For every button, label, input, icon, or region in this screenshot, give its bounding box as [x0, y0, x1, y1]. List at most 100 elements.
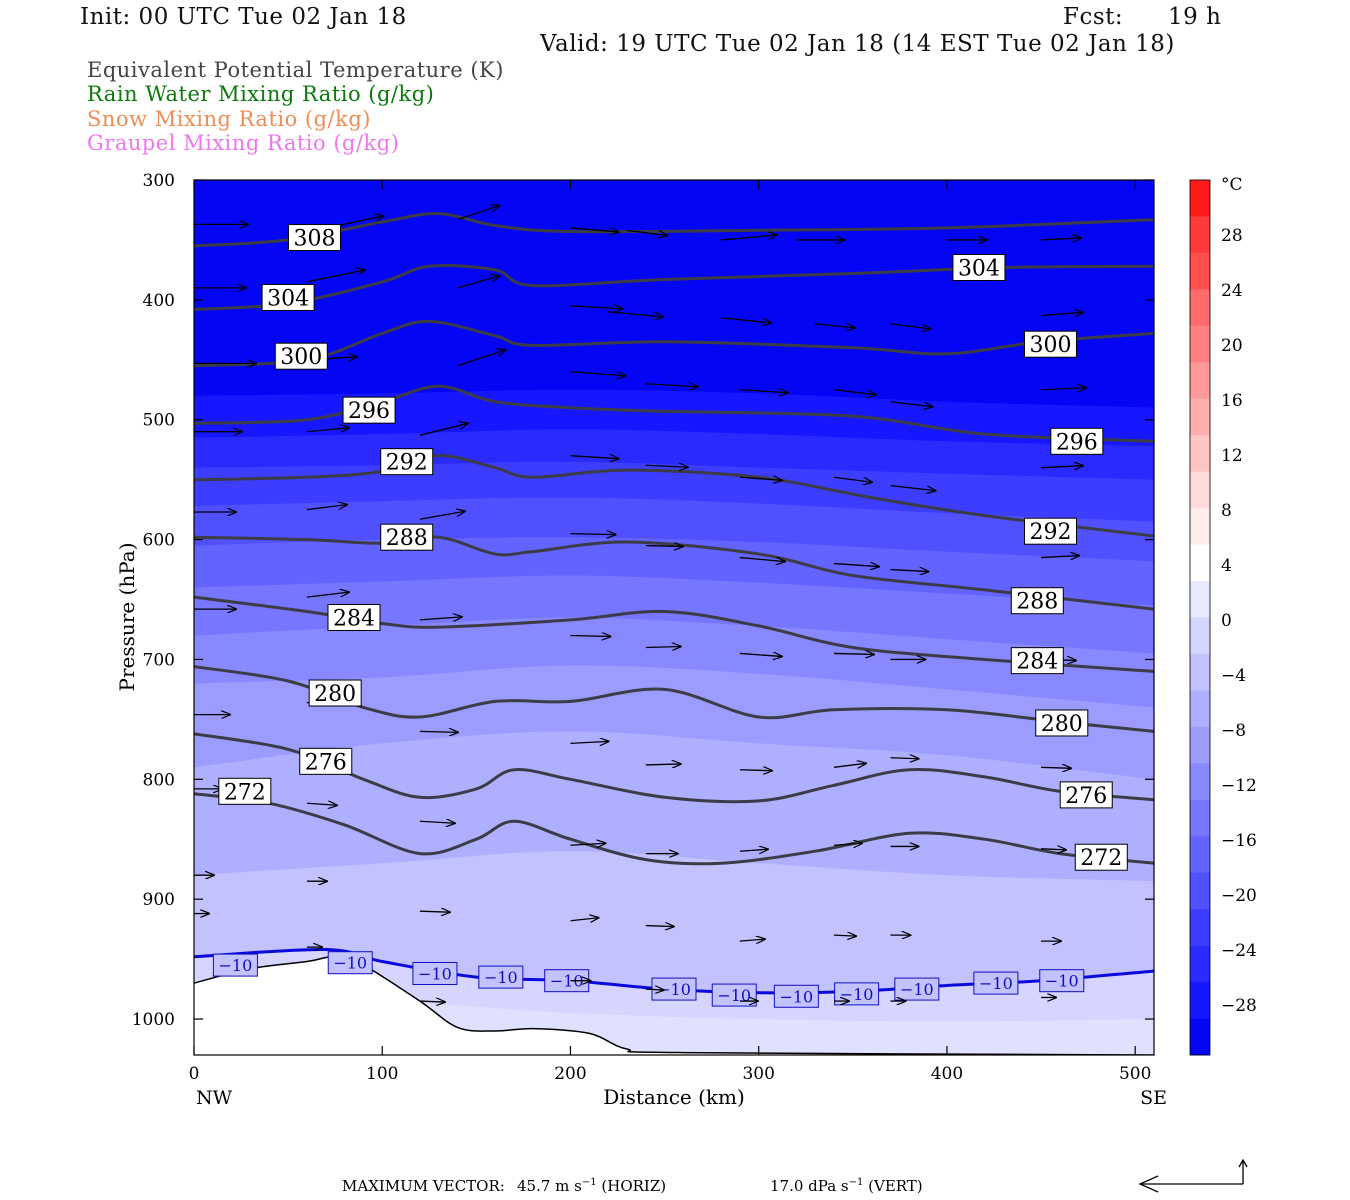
wind-vector — [833, 476, 872, 482]
theta-e-label-box — [1010, 647, 1064, 675]
horiz-exponent: −1 — [581, 1177, 597, 1188]
colorbar-swatch — [1190, 180, 1210, 217]
wind-vector — [739, 477, 782, 480]
colorbar-label: 24 — [1221, 281, 1243, 301]
minus10-label: −10 — [1045, 972, 1079, 991]
y-tick-label: 1000 — [132, 1010, 175, 1030]
x-end-right: SE — [1140, 1087, 1167, 1109]
theta-e-label-box — [308, 679, 362, 707]
colorbar-swatch — [1190, 799, 1210, 837]
theta-e-line — [194, 454, 1154, 538]
colorbar-swatch — [1190, 763, 1210, 801]
minus10-label: −10 — [779, 987, 813, 1006]
theta-e-label-box — [380, 523, 434, 551]
wind-vector — [890, 485, 935, 491]
minus10-label-box — [478, 965, 524, 989]
y-tick-label: 800 — [143, 770, 175, 790]
wind-vectors — [194, 206, 1086, 1003]
x-end-left: NW — [196, 1087, 233, 1109]
x-tick-label: 200 — [554, 1064, 586, 1084]
wind-vector — [890, 570, 928, 572]
colorbar-swatch — [1190, 653, 1210, 691]
vert-unit: (VERT) — [868, 1177, 923, 1195]
wind-vector — [739, 849, 768, 851]
theta-e-line — [194, 319, 1154, 368]
wind-vector — [419, 821, 455, 823]
wind-vector — [626, 229, 667, 235]
horiz-unit: (HORIZ) — [601, 1177, 667, 1195]
wind-vector — [890, 401, 932, 407]
theta-e-label: 288 — [386, 526, 428, 551]
wind-vector — [645, 546, 683, 547]
wind-vector — [419, 423, 468, 436]
wind-vector — [1041, 312, 1083, 315]
wind-vector — [645, 926, 674, 927]
colorbar-swatch — [1190, 690, 1210, 728]
minus10-label: −10 — [219, 956, 253, 975]
x-axis-label: Distance (km) — [603, 1085, 745, 1109]
theta-e-label-box — [1010, 587, 1064, 615]
legend-graupel: Graupel Mixing Ratio (g/kg) — [87, 131, 400, 155]
colorbar-swatch — [1190, 508, 1210, 546]
colorbar-label: −4 — [1221, 666, 1246, 686]
wind-vector — [890, 758, 918, 759]
wind-vector — [1041, 388, 1086, 390]
max-vector-vert: 17.0 dPa s−1 (VERT) — [770, 1177, 923, 1195]
minus10-label-box — [1039, 969, 1085, 993]
colorbar-swatch — [1190, 325, 1210, 363]
colorbar-label: 28 — [1221, 226, 1243, 246]
wind-vector — [833, 564, 879, 567]
wind-vector — [645, 465, 688, 467]
theta-e-label: 300 — [1029, 333, 1071, 358]
theta-e-label-box — [342, 396, 396, 424]
theta-e-label: 280 — [1041, 712, 1083, 737]
forecast-hour: 19 h — [1168, 4, 1222, 30]
minus10-label: −10 — [418, 964, 452, 983]
wind-vector — [570, 371, 625, 376]
theta-e-line — [194, 535, 1154, 611]
colorbar-swatch — [1190, 909, 1210, 947]
colorbar-label: 4 — [1221, 556, 1232, 576]
theta-e-label: 300 — [280, 345, 322, 370]
colorbar-label: −8 — [1221, 721, 1246, 741]
theta-e-label-box — [1050, 427, 1104, 455]
y-tick-label: 700 — [143, 650, 175, 670]
axes: 300 400 500 600 700 800 900 1000 0 100 200 300 400 50… — [115, 171, 1167, 1109]
theta-e-label-box — [952, 254, 1006, 281]
colorbar-label: 20 — [1221, 336, 1243, 356]
theta-e-label-box — [1023, 330, 1077, 358]
max-vector-horiz: 45.7 m s−1 (HORIZ) — [517, 1177, 666, 1195]
theta-e-label: 288 — [1016, 590, 1058, 615]
legend-theta-e: Equivalent Potential Temperature (K) — [87, 58, 504, 82]
wind-vector — [306, 428, 349, 432]
minus10-label-box — [327, 951, 373, 975]
minus10-label: −10 — [657, 980, 691, 999]
theta-e-label-box — [1059, 781, 1113, 809]
theta-e-label: 276 — [305, 750, 347, 775]
wind-vector — [720, 317, 771, 323]
theta-e-line — [194, 792, 1154, 866]
minus10-label-box — [894, 977, 940, 1001]
wind-vector — [1041, 849, 1066, 850]
theta-e-label-box — [327, 604, 381, 631]
theta-e-label: 308 — [293, 227, 335, 252]
colorbar-label: 12 — [1221, 446, 1243, 466]
x-tick-label: 400 — [931, 1064, 963, 1084]
vert-exponent: −1 — [848, 1177, 864, 1188]
y-axis-label: Pressure (hPa) — [115, 543, 139, 692]
terrain-line — [194, 955, 1154, 1055]
wind-vector — [645, 384, 698, 387]
wind-vector — [419, 617, 462, 620]
theta-e-label: 272 — [1080, 846, 1122, 871]
theta-e-label-box — [1035, 709, 1089, 737]
wind-vector — [645, 989, 664, 990]
wind-vector — [306, 803, 337, 805]
wind-vector — [570, 456, 618, 459]
y-tick-label: 400 — [143, 291, 175, 311]
theta-e-label: 292 — [386, 451, 428, 476]
minus10-label: −10 — [979, 974, 1013, 993]
wind-vector — [306, 505, 347, 511]
y-tick-label: 500 — [143, 411, 175, 431]
wind-vector — [570, 918, 598, 921]
theta-e-label: 304 — [267, 286, 309, 311]
